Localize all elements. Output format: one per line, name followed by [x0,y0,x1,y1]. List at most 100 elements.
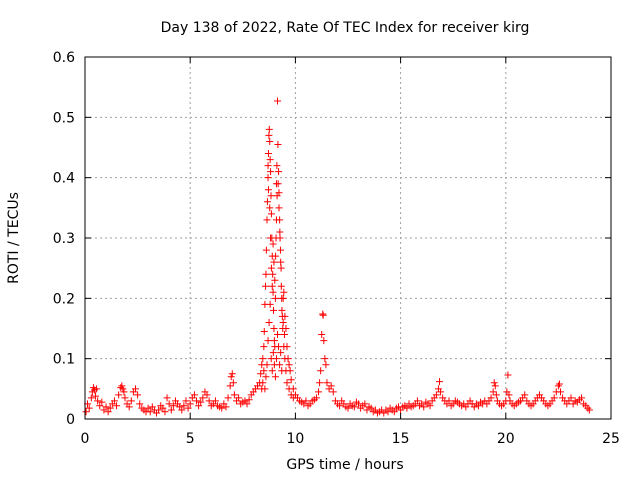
data-point [268,282,276,290]
data-point [390,408,398,416]
data-point [265,125,273,133]
data-point [163,394,171,402]
data-point [426,402,434,410]
data-point [280,343,288,351]
data-point [275,189,283,197]
data-point [270,306,278,314]
data-point [227,373,235,381]
data-point [267,168,275,176]
data-point [550,394,558,402]
data-point [271,294,279,302]
data-point [584,404,592,412]
data-point [110,397,118,405]
data-point [327,382,335,390]
data-point [280,331,288,339]
data-point [322,361,330,369]
x-tick-label: 20 [497,431,515,447]
grid-lines [85,57,611,419]
y-tick-label: 0.2 [53,291,75,307]
data-point [278,306,286,314]
x-axis-label: GPS time / hours [286,457,403,473]
data-point [278,294,286,302]
data-point [274,331,282,339]
data-point [276,234,284,242]
data-point [272,355,280,363]
data-point [193,397,201,405]
data-point [197,398,205,406]
data-point [264,186,272,194]
data-point [92,392,100,400]
y-tick-label: 0.1 [53,352,75,368]
data-point [268,367,276,375]
data-point [302,397,310,405]
data-point [167,406,175,414]
data-point [432,391,440,399]
data-point [276,228,284,236]
data-point [266,300,274,308]
data-point [277,349,285,357]
data-point [121,394,129,402]
data-point [403,404,411,412]
data-point [186,400,194,408]
data-point [278,312,286,320]
data-point [230,391,238,399]
data-point [93,385,101,393]
data-point [320,337,328,345]
data-point [367,404,375,412]
x-tick-label: 15 [392,431,410,447]
data-point [262,246,270,254]
data-point [384,408,392,416]
data-point [264,174,272,182]
data-point [269,240,277,248]
data-point [285,385,293,393]
data-point [289,394,297,402]
data-point [113,402,121,410]
data-point [555,380,563,388]
data-point [323,379,331,387]
data-point [316,379,324,387]
data-point [258,385,266,393]
data-point [144,404,152,412]
data-point [87,394,95,402]
data-point [180,402,188,410]
data-point [489,388,497,396]
data-point [275,204,283,212]
data-point [229,379,237,387]
data-point [262,373,270,381]
data-point [266,137,274,145]
y-axis-label: ROTI / TECUs [6,192,22,284]
data-point [267,234,275,242]
data-point [125,403,133,411]
data-point [120,388,128,396]
data-point [265,318,273,326]
data-point [318,331,326,339]
data-point [267,192,275,200]
data-point [182,397,190,405]
data-point [104,408,112,416]
data-point [277,258,285,266]
axis-ticks: 0 5 10 15 20 25 0 0.1 0.2 0.3 0.4 0.5 0.6 [53,50,620,447]
data-points [82,97,593,417]
plot-frame [84,56,612,420]
data-point [257,370,265,378]
data-point [504,371,512,379]
data-point [134,391,142,399]
data-point [266,156,274,164]
data-point [557,388,565,396]
data-point [263,198,271,206]
data-point [115,391,123,399]
data-point [270,258,278,266]
data-point [259,355,267,363]
data-point [554,382,562,390]
data-point [492,391,500,399]
data-point [361,400,369,408]
data-point [420,403,428,411]
x-tick-label: 5 [186,431,195,447]
data-point [106,404,114,412]
data-point [262,270,270,278]
data-point [275,168,283,176]
data-point [195,402,203,410]
data-point [317,367,325,375]
data-point [211,397,219,405]
data-point [264,162,272,170]
